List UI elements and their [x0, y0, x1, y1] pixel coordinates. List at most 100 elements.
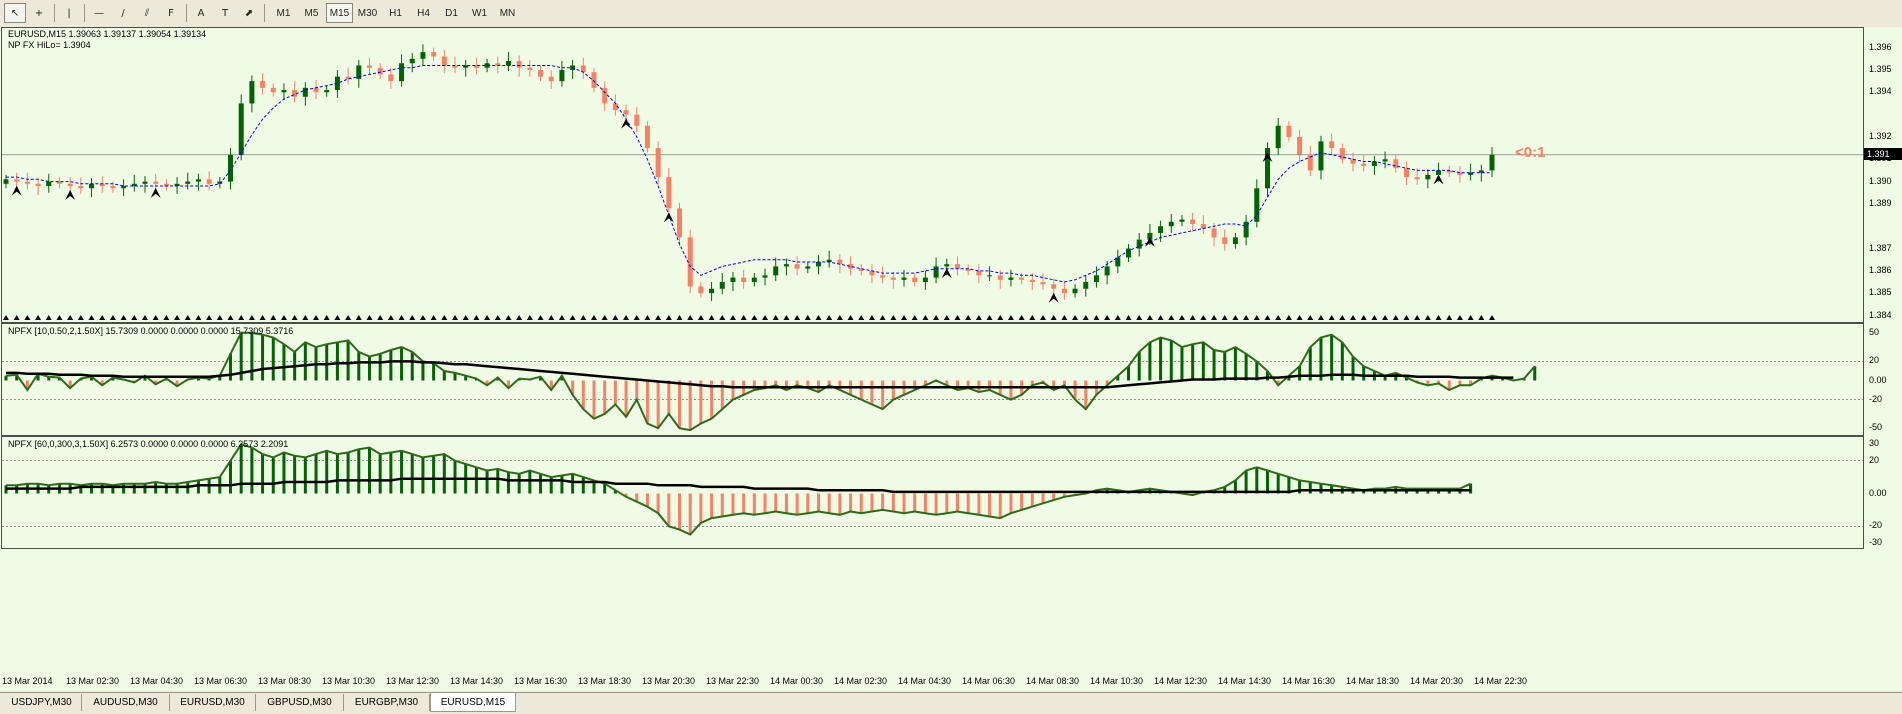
signal-arrow-up — [430, 315, 437, 320]
signal-arrow-up — [1275, 315, 1282, 320]
oscillator-2-svg — [2, 443, 1863, 536]
candle-body — [666, 177, 672, 209]
candle-body — [719, 282, 725, 289]
swing-arrow — [1048, 292, 1059, 303]
oscillator-pane-1[interactable]: NPFX [10,0.50,2,1.50X] 15.7309 0.0000 0.… — [1, 323, 1864, 436]
signal-arrow-up — [473, 315, 480, 320]
candle-body — [933, 266, 939, 278]
vertical-line-tool[interactable]: | — [67, 7, 71, 19]
price-tick-label: 1.385 — [1869, 287, 1892, 298]
candle-body — [1115, 257, 1121, 267]
signal-arrow-up — [419, 315, 426, 320]
text-tool[interactable]: A — [197, 7, 205, 19]
signal-arrow-up — [3, 315, 9, 320]
signal-arrow-up — [1146, 315, 1153, 320]
signal-arrow-up — [1253, 315, 1260, 320]
price-tick-label: 1.394 — [1869, 86, 1892, 97]
candle-body — [762, 275, 768, 278]
signal-arrow-up — [911, 315, 918, 320]
signal-arrow-up — [676, 315, 683, 320]
candle-body — [997, 275, 1003, 280]
text-label-tool[interactable]: T — [221, 7, 229, 19]
signal-arrow-up — [1039, 315, 1046, 320]
oscillator-tick-label: 30 — [1869, 438, 1880, 449]
time-tick-label: 14 Mar 18:30 — [1346, 676, 1400, 686]
candle-body — [1232, 237, 1238, 245]
candle-body — [1072, 288, 1078, 294]
candle-body — [142, 181, 148, 184]
tab-eurgbp-m30[interactable]: EURGBP,M30 — [344, 694, 430, 711]
candle-body — [805, 266, 811, 269]
candle-body — [1019, 277, 1025, 280]
time-tick-label: 14 Mar 20:30 — [1410, 676, 1464, 686]
oscillator-outline — [5, 331, 1536, 432]
signal-arrow-up — [1264, 315, 1271, 320]
timeframe-mn-button[interactable]: MN — [499, 7, 516, 19]
trendline-tool[interactable]: / — [121, 7, 125, 19]
time-tick-label: 13 Mar 10:30 — [322, 676, 376, 686]
timeframe-h4-button[interactable]: H4 — [417, 7, 430, 19]
candle-body — [527, 67, 533, 70]
swing-arrow — [621, 118, 632, 129]
signal-arrow-up — [366, 315, 373, 320]
signal-arrow-up — [719, 315, 726, 320]
time-tick-label: 14 Mar 08:30 — [1026, 676, 1080, 686]
signal-arrow-up — [1093, 315, 1100, 320]
fibonacci-tool[interactable]: F — [168, 7, 174, 19]
time-tick-label: 13 Mar 14:30 — [450, 676, 504, 686]
equidistant-channel-tool[interactable]: ⫽ — [144, 7, 150, 19]
tab-audusd-m30[interactable]: AUDUSD,M30 — [82, 694, 170, 711]
oscillator-2-axis: 30 20 0.00 -20 -30 — [1864, 436, 1902, 549]
candle-body — [324, 90, 330, 93]
signal-arrow-up — [1424, 315, 1431, 320]
timeframe-m15-button[interactable]: M15 — [326, 3, 353, 23]
timeframe-h1-button[interactable]: H1 — [389, 7, 402, 19]
time-tick-label: 13 Mar 06:30 — [194, 676, 248, 686]
horizontal-line-tool[interactable]: — — [94, 7, 104, 19]
candle-body — [1382, 159, 1388, 162]
oscillator-pane-2[interactable]: NPFX [60,0,300,3,1.50X] 6.2573 0.0000 0.… — [1, 436, 1864, 549]
signal-arrow-up — [77, 315, 84, 320]
candle-body — [1393, 159, 1399, 169]
tab-eurusd-m30[interactable]: EURUSD,M30 — [170, 694, 256, 711]
signal-arrow-up — [1489, 315, 1495, 320]
candle-body — [1051, 284, 1057, 289]
crosshair-tool[interactable]: + — [34, 7, 44, 19]
timeframe-w1-button[interactable]: W1 — [472, 7, 487, 19]
candle-body — [965, 268, 971, 271]
signal-arrow-up — [88, 315, 95, 320]
signal-arrow-up — [35, 315, 42, 320]
arrows-tool[interactable]: ⬈ — [244, 7, 254, 19]
candle-body — [1436, 170, 1442, 175]
candle-body — [1457, 172, 1463, 175]
candle-body — [377, 67, 383, 75]
candle-body — [110, 186, 116, 189]
signal-arrow-up — [302, 315, 309, 320]
candle-body — [302, 87, 308, 97]
candle-body — [366, 65, 372, 68]
candle-body — [67, 183, 73, 187]
symbol-label: EURUSD,M15 1.39063 1.39137 1.39054 1.391… — [8, 29, 207, 39]
tab-gbpusd-m30[interactable]: GBPUSD,M30 — [256, 694, 344, 711]
tab-eurusd-m15[interactable]: EURUSD,M15 — [430, 693, 516, 712]
signal-arrow-up — [526, 315, 533, 320]
cursor-tool[interactable]: ↖ — [4, 3, 26, 23]
timeframe-m1-button[interactable]: M1 — [276, 7, 291, 19]
timeframe-m30-button[interactable]: M30 — [357, 7, 378, 19]
candle-body — [409, 58, 415, 64]
signal-line — [6, 477, 1471, 494]
candle-body — [954, 264, 960, 269]
timeframe-m5-button[interactable]: M5 — [304, 7, 319, 19]
signal-arrow-up — [868, 315, 875, 320]
tab-usdjpy-m30[interactable]: USDJPY,M30 — [2, 694, 82, 711]
signal-arrow-up — [1232, 315, 1239, 320]
time-tick-label: 13 Mar 02:30 — [66, 676, 120, 686]
candle-body — [516, 61, 522, 68]
candle-body — [24, 181, 30, 184]
candle-body — [452, 65, 458, 68]
candle-body — [783, 264, 789, 267]
signal-arrow-up — [291, 315, 298, 320]
signal-arrow-up — [762, 315, 769, 320]
main-price-pane[interactable]: EURUSD,M15 1.39063 1.39137 1.39054 1.391… — [1, 27, 1864, 323]
timeframe-d1-button[interactable]: D1 — [445, 7, 458, 19]
